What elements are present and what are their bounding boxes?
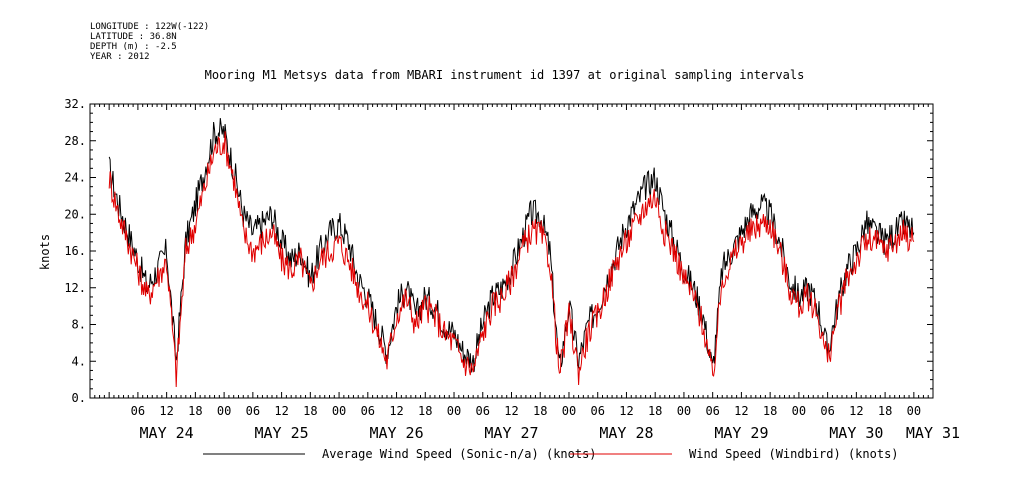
x-tick-label: 18	[648, 404, 662, 418]
legend: Average Wind Speed (Sonic-n/a) (knots) W…	[203, 447, 899, 461]
x-tick-label: 12	[159, 404, 173, 418]
y-tick-label: 20.	[64, 207, 86, 221]
x-day-label: MAY 26	[369, 424, 423, 442]
x-tick-label: 06	[590, 404, 604, 418]
y-tick-label: 8.	[72, 318, 86, 332]
x-tick-label: 06	[131, 404, 145, 418]
y-tick-label: 16.	[64, 244, 86, 258]
x-tick-label: 18	[763, 404, 777, 418]
x-tick-label: 06	[820, 404, 834, 418]
series-lines	[108, 118, 915, 388]
x-tick-label: 12	[849, 404, 863, 418]
y-tick-label: 12.	[64, 281, 86, 295]
x-tick-label: 00	[217, 404, 231, 418]
y-axis: 0. 4. 8. 12. 16. 20. 24. 28. 32.	[64, 97, 933, 405]
x-tick-label: 06	[361, 404, 375, 418]
y-tick-label: 24.	[64, 171, 86, 185]
x-tick-label: 12	[619, 404, 633, 418]
metadata-block: LONGITUDE : 122W(-122) LATITUDE : 36.8N …	[90, 22, 209, 62]
depth-label: DEPTH (m) : -2.5	[90, 42, 177, 52]
x-day-label: MAY 25	[254, 424, 308, 442]
y-tick-label: 0.	[72, 391, 86, 405]
latitude-label: LATITUDE : 36.8N	[90, 32, 177, 42]
x-tick-label: 00	[562, 404, 576, 418]
x-day-label: MAY 29	[714, 424, 768, 442]
x-day-label: MAY 31	[906, 424, 960, 442]
year-label: YEAR : 2012	[90, 52, 150, 62]
x-tick-label: 12	[389, 404, 403, 418]
x-day-label: MAY 27	[484, 424, 538, 442]
x-tick-label: 00	[447, 404, 461, 418]
x-tick-label: 18	[188, 404, 202, 418]
plot-frame	[89, 103, 934, 399]
x-day-label: MAY 28	[599, 424, 653, 442]
series-line-2	[108, 131, 915, 388]
x-tick-label: 00	[332, 404, 346, 418]
y-tick-label: 32.	[64, 97, 86, 111]
x-tick-label: 06	[246, 404, 260, 418]
x-day-label: MAY 24	[140, 424, 194, 442]
y-tick-label: 28.	[64, 134, 86, 148]
x-tick-label: 00	[677, 404, 691, 418]
x-tick-label: 18	[878, 404, 892, 418]
x-tick-label: 18	[533, 404, 547, 418]
x-day-label: MAY 30	[829, 424, 883, 442]
x-tick-label: 00	[907, 404, 921, 418]
x-tick-label: 06	[705, 404, 719, 418]
legend-label-windbird: Wind Speed (Windbird) (knots)	[689, 447, 899, 461]
legend-label-average: Average Wind Speed (Sonic-n/a) (knots)	[322, 447, 597, 461]
x-tick-label: 18	[303, 404, 317, 418]
x-tick-label: 06	[476, 404, 490, 418]
x-tick-label: 12	[734, 404, 748, 418]
longitude-label: LONGITUDE : 122W(-122)	[90, 22, 210, 32]
chart-title: Mooring M1 Metsys data from MBARI instru…	[204, 68, 805, 82]
y-tick-label: 4.	[72, 354, 86, 368]
series-line-1	[108, 118, 915, 373]
x-tick-label: 00	[792, 404, 806, 418]
x-tick-label: 12	[504, 404, 518, 418]
y-axis-label: knots	[38, 234, 52, 270]
x-tick-label: 12	[274, 404, 288, 418]
x-axis: 06 12 18 00 06 12 18 00 06 12 18 00 06 12 18 00 06 12 18 00…	[94, 104, 960, 442]
x-tick-label: 18	[418, 404, 432, 418]
